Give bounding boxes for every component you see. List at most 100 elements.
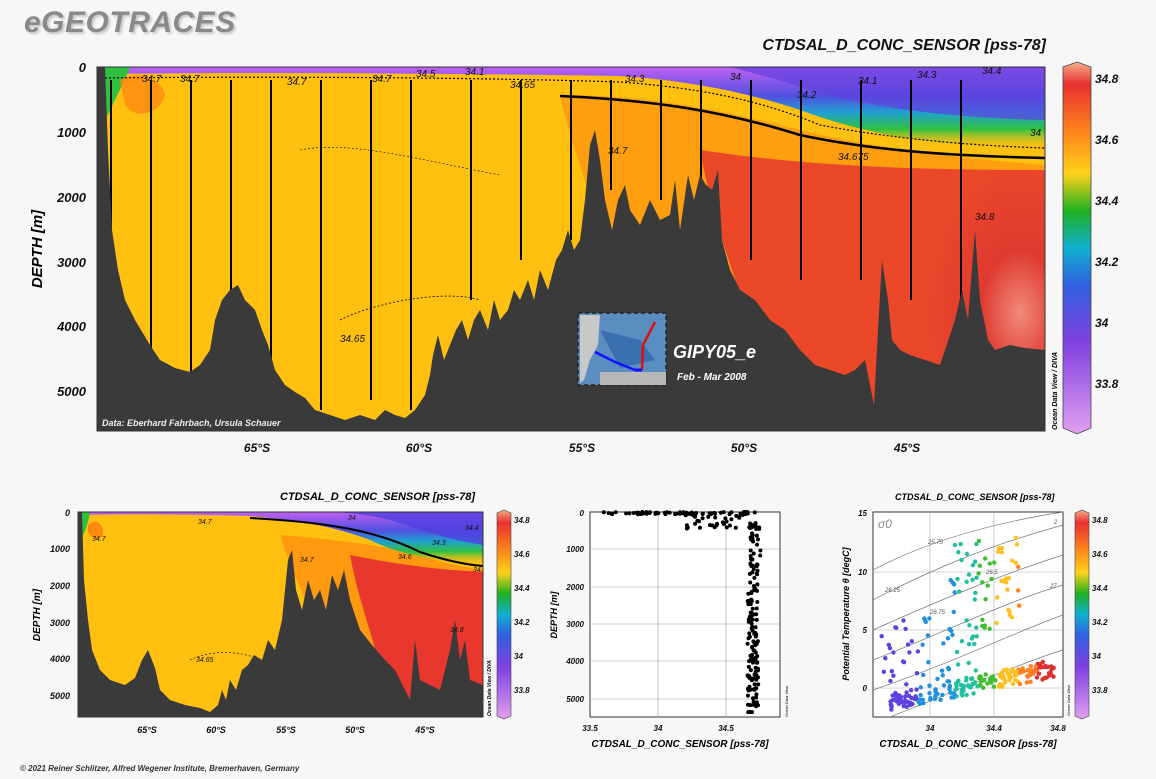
profile-point xyxy=(706,514,711,519)
ts-point xyxy=(965,683,971,688)
ts-point xyxy=(1016,564,1021,570)
ts-point xyxy=(917,697,922,702)
ts-title: CTDSAL_D_CONC_SENSOR [pss-78] xyxy=(895,492,1056,502)
x-tick-label: 34.4 xyxy=(986,724,1002,733)
ts-point xyxy=(977,563,982,568)
profile-point xyxy=(752,648,757,653)
ts-point xyxy=(999,546,1005,551)
ts-point xyxy=(904,682,909,687)
ts-point xyxy=(901,618,906,623)
ts-point xyxy=(966,642,972,647)
colorbar-tick: 34.4 xyxy=(514,584,530,593)
y-tick-label: 0 xyxy=(580,509,585,518)
profile-point xyxy=(610,512,615,517)
ts-point xyxy=(964,618,969,623)
y-tick-label: 10 xyxy=(858,568,867,577)
colorbar-tick: 34 xyxy=(1095,316,1109,330)
profile-point xyxy=(753,656,758,660)
y-tick-label: 4000 xyxy=(565,657,584,666)
profile-point xyxy=(747,710,752,714)
ts-point xyxy=(976,571,981,576)
ts-point xyxy=(995,549,1001,554)
ts-point xyxy=(903,626,908,632)
ts-point xyxy=(1014,672,1019,678)
contour-label: 34.1 xyxy=(465,67,484,78)
profile-point xyxy=(710,523,715,528)
colorbar-tick: 34.8 xyxy=(514,516,530,525)
y-tick-label: 3000 xyxy=(57,255,87,270)
profile-point xyxy=(720,520,725,525)
y-tick-label: 4000 xyxy=(56,319,87,334)
profile-point xyxy=(748,554,753,558)
ts-point xyxy=(1034,675,1040,680)
ts-point xyxy=(1033,664,1038,669)
isopycnal-label: 27 xyxy=(1049,584,1057,590)
ts-point xyxy=(1024,680,1030,685)
ts-point xyxy=(1017,603,1022,608)
ts-point xyxy=(967,623,972,628)
ts-point xyxy=(999,682,1004,687)
ts-point xyxy=(964,551,970,557)
ts-point xyxy=(957,589,962,594)
ts-point xyxy=(952,542,958,548)
ts-point xyxy=(921,701,926,706)
isopycnal-label: 2 xyxy=(1053,520,1058,526)
main-colorbar xyxy=(1062,61,1092,435)
profile-point xyxy=(747,631,752,636)
copyright-credits: © 2021 Reiner Schlitzer, Alfred Wegener … xyxy=(20,764,300,773)
ts-point xyxy=(983,556,988,561)
small-section-title: CTDSAL_D_CONC_SENSOR [pss-78] xyxy=(280,491,475,503)
profile-point xyxy=(752,510,757,515)
contour-label: 34.7 xyxy=(92,536,107,543)
profile-point xyxy=(684,526,689,531)
profile-point xyxy=(737,515,741,519)
odv-tag: Ocean Data View xyxy=(1066,684,1071,716)
profile-point xyxy=(636,510,641,515)
y-tick-label: 1000 xyxy=(566,545,584,554)
ts-point xyxy=(922,616,927,621)
profile-point xyxy=(754,527,759,531)
y-tick-label: 5000 xyxy=(566,695,584,704)
ts-point xyxy=(1001,668,1006,673)
profile-point xyxy=(724,519,729,524)
ts-point xyxy=(1042,675,1047,681)
y-tick-label: 3000 xyxy=(50,618,70,628)
ts-point xyxy=(1017,670,1023,675)
section-name: GIPY05_e xyxy=(673,342,756,362)
profile-point xyxy=(707,511,712,516)
colorbar-tick: 34 xyxy=(1092,652,1101,661)
ts-point xyxy=(886,642,891,647)
ts-point xyxy=(950,632,955,638)
profile-point xyxy=(745,641,750,646)
contour-label: 34.7 xyxy=(142,74,162,85)
ts-y-axis-label: Potential Temperature θ [degC] xyxy=(841,546,851,680)
isopycnal-label: 26.5 xyxy=(985,570,998,576)
odv-tag: Ocean Data View xyxy=(784,685,789,717)
profile-point xyxy=(656,511,661,516)
ts-points xyxy=(879,535,1056,712)
ts-point xyxy=(952,691,957,697)
ts-point xyxy=(970,681,975,687)
x-tick-label: 55°S xyxy=(569,441,595,455)
ts-point xyxy=(974,625,979,630)
ts-point xyxy=(920,642,925,647)
x-tick-label: 45°S xyxy=(893,441,920,455)
ts-point xyxy=(894,692,899,697)
profile-point xyxy=(613,510,618,515)
x-tick-label: 65°S xyxy=(244,441,270,455)
ts-point xyxy=(932,696,938,702)
colorbar-tick: 34.8 xyxy=(1092,516,1108,525)
profile-point xyxy=(749,591,754,596)
ts-point xyxy=(958,541,963,547)
isopycnal-label: 26.25 xyxy=(884,588,901,594)
contour-label: 34.8 xyxy=(975,212,995,223)
isopycnals xyxy=(872,511,1064,718)
profile-point xyxy=(751,551,756,556)
contour-label: 34.7 xyxy=(300,557,315,564)
profile-point xyxy=(748,668,753,673)
x-tick-label: 45°S xyxy=(414,725,435,735)
profile-point xyxy=(684,523,689,528)
ts-point xyxy=(921,672,926,678)
ts-point xyxy=(949,695,954,700)
